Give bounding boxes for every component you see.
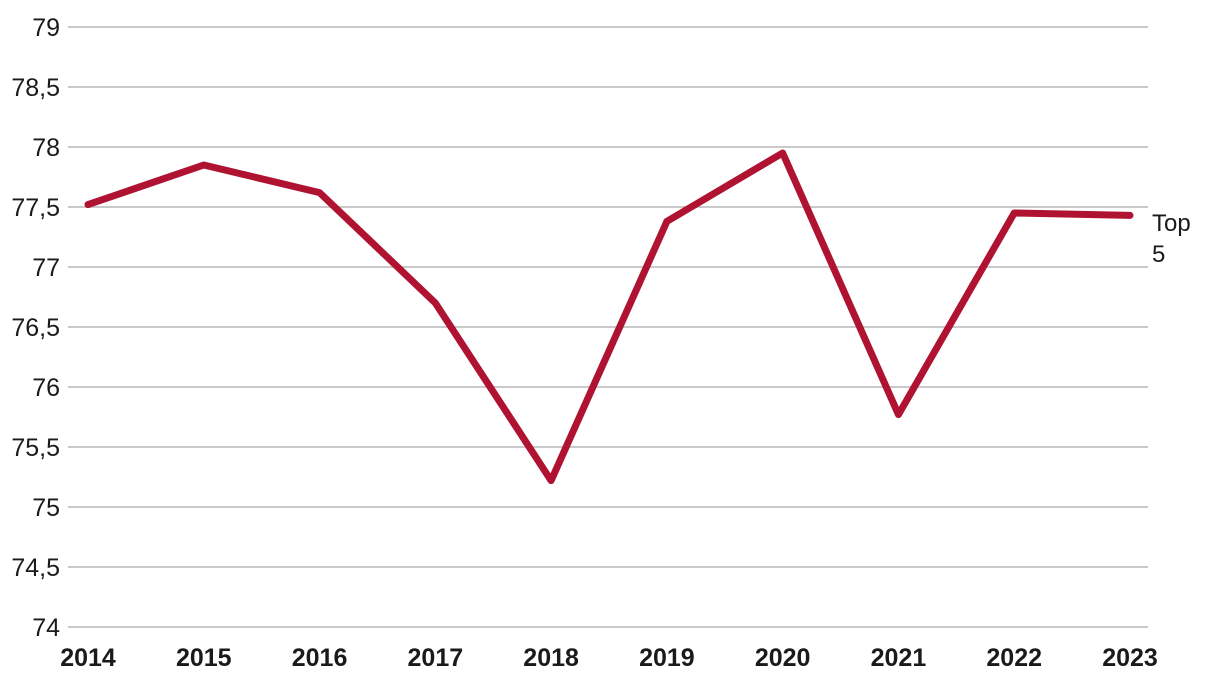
x-axis-tick-label: 2016 — [292, 644, 348, 672]
x-axis-tick-label: 2019 — [639, 644, 695, 672]
x-axis-tick-label: 2022 — [986, 644, 1042, 672]
y-axis-tick-label: 74,5 — [11, 554, 60, 582]
y-axis-tick-label: 75,5 — [11, 434, 60, 462]
y-axis-tick-label: 76,5 — [11, 314, 60, 342]
x-axis-tick-label: 2020 — [755, 644, 811, 672]
y-axis-tick-label: 76 — [32, 374, 60, 402]
y-axis-tick-label: 78,5 — [11, 74, 60, 102]
series-line-top-5 — [84, 149, 1134, 485]
x-axis-tick-label: 2021 — [871, 644, 927, 672]
y-axis-tick-label: 77,5 — [11, 194, 60, 222]
x-axis-tick-label: 2018 — [523, 644, 579, 672]
x-axis-tick-label: 2017 — [408, 644, 464, 672]
x-axis-tick-label: 2015 — [176, 644, 232, 672]
y-axis-tick-label: 77 — [32, 254, 60, 282]
x-axis-tick-label: 2014 — [60, 644, 116, 672]
series-label: Top 5 — [1152, 210, 1191, 268]
x-axis-tick-label: 2023 — [1102, 644, 1158, 672]
y-axis-tick-label: 75 — [32, 494, 60, 522]
y-axis-tick-label: 78 — [32, 134, 60, 162]
y-axis-tick-label: 79 — [32, 14, 60, 42]
y-axis-tick-label: 74 — [32, 614, 60, 642]
